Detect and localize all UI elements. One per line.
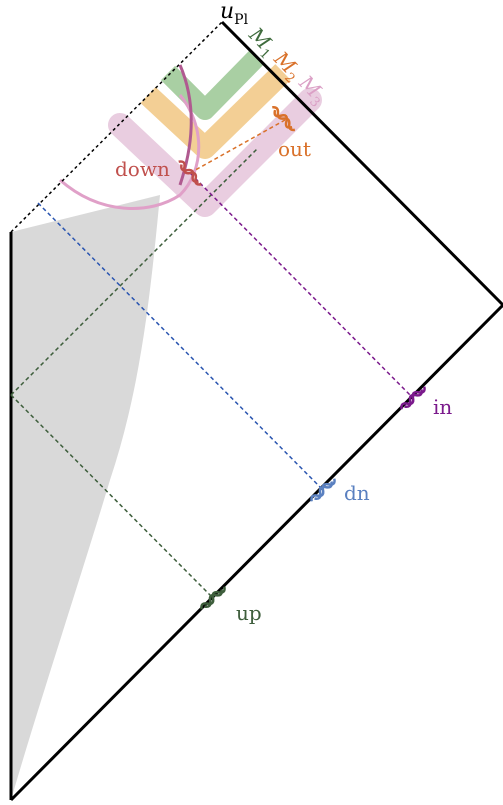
wave-packet-icon: [272, 105, 296, 132]
m3-band: [108, 88, 322, 217]
down-label: down: [115, 157, 170, 181]
m2-band: [140, 64, 291, 159]
top-right-boundary: [220, 20, 503, 307]
dn-label: dn: [344, 481, 370, 505]
ray-in: [189, 172, 414, 399]
ray-up-right: [10, 147, 259, 396]
wave-packet-icon: [400, 386, 426, 410]
out-label: out: [278, 137, 311, 161]
planck-dashed-boundary: [10, 21, 223, 233]
ray-up-left: [10, 394, 214, 599]
up-label: up: [236, 601, 262, 625]
wave-packet-icon: [200, 586, 226, 610]
arc-outer: [59, 94, 201, 210]
bottom-right-boundary: [9, 303, 503, 802]
in-label: in: [433, 395, 452, 419]
shaded-region: [11, 195, 160, 800]
wave-packet-icon: [310, 478, 336, 502]
m1-band: [160, 49, 265, 120]
wave-packet-icon: [178, 160, 202, 186]
ray-dn: [37, 202, 324, 491]
u-pl-label: uPl: [220, 0, 249, 28]
